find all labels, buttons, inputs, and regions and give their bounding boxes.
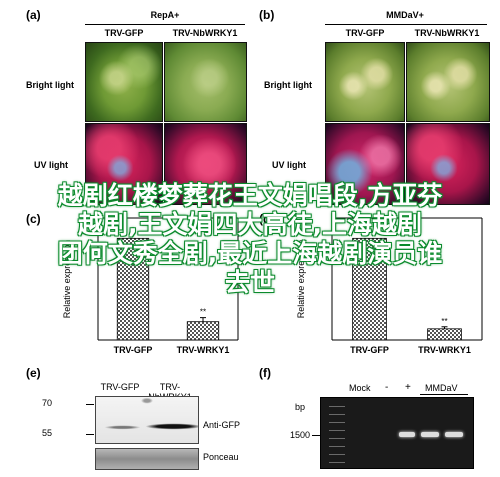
panel-c-label: (c) bbox=[26, 212, 41, 226]
panel-b-bright-gfp-photo bbox=[325, 42, 405, 122]
panel-e-ponceau-blot bbox=[95, 448, 199, 470]
x-tick-label: TRV-GFP bbox=[350, 345, 389, 355]
overlay-line-1: 越剧红楼梦葬花王文娟唱段,方亚芬 bbox=[57, 181, 443, 210]
panel-a-row1: Bright light bbox=[26, 80, 74, 90]
marker-55-tick bbox=[86, 434, 94, 435]
panel-f-gel bbox=[320, 397, 474, 469]
panel-b-uv-wrky-photo bbox=[406, 123, 490, 205]
y-axis-label: Relative expression bbox=[62, 240, 72, 319]
panel-f-marker: 1500 bbox=[290, 430, 311, 440]
panel-c-chart: Relative expression TRV-GFP ** TRV-WRKY1 bbox=[58, 210, 248, 360]
band-lane-5 bbox=[445, 432, 463, 437]
x-tick-label: TRV-WRKY1 bbox=[418, 345, 471, 355]
panel-f-mock: Mock bbox=[349, 383, 371, 393]
bar-trv-wrky1 bbox=[186, 321, 220, 341]
panel-e-row2: Ponceau bbox=[203, 452, 239, 462]
panel-b-title: MMDaV+ bbox=[386, 10, 424, 20]
x-tick-label: TRV-GFP bbox=[114, 345, 153, 355]
panel-e-antigfp-blot bbox=[95, 396, 199, 444]
panel-d-chart: Relative expression TRV-GFP ** TRV-WRKY1 bbox=[292, 210, 492, 360]
marker-70-tick bbox=[86, 404, 94, 405]
ladder-lane bbox=[329, 402, 345, 464]
mmdav-bracket bbox=[420, 394, 468, 395]
panel-b-bright-wrky-photo bbox=[406, 42, 490, 122]
panel-f-mmdav: MMDaV bbox=[425, 383, 458, 393]
panel-f-label: (f) bbox=[259, 366, 271, 380]
significance-label: ** bbox=[441, 317, 447, 326]
band-lane-4 bbox=[421, 432, 439, 437]
panel-a-uv-gfp-photo bbox=[85, 123, 163, 205]
panel-a-uv-wrky-photo bbox=[164, 123, 247, 205]
overlay-line-3: 团何文秀全剧,最近上海越剧演员谁 bbox=[57, 239, 443, 268]
band-lane-3 bbox=[399, 432, 415, 437]
panel-a-row2: UV light bbox=[34, 160, 68, 170]
significance-label: ** bbox=[200, 308, 206, 317]
panel-e-marker-70: 70 bbox=[42, 398, 53, 408]
panel-e-row1: Anti-GFP bbox=[203, 420, 241, 430]
panel-f-minus: - bbox=[385, 382, 389, 393]
panel-a-bright-wrky-photo bbox=[164, 42, 247, 122]
bar-trv-gfp bbox=[116, 237, 150, 341]
bar-trv-wrky1 bbox=[427, 328, 462, 341]
panel-a-col1: TRV-GFP bbox=[104, 28, 144, 38]
marker-1500-tick bbox=[312, 435, 320, 436]
panel-e-label: (e) bbox=[26, 366, 41, 380]
overlay-line-4: 去世 bbox=[224, 268, 275, 297]
panel-e-col1: TRV-GFP bbox=[100, 382, 140, 392]
panel-b-title-line bbox=[325, 24, 487, 25]
x-tick-label: TRV-WRKY1 bbox=[177, 345, 230, 355]
panel-b-label: (b) bbox=[259, 8, 275, 22]
overlay-line-2: 越剧,王文娟四大高徒,上海越剧 bbox=[78, 210, 422, 239]
panel-d-chart-svg: Relative expression TRV-GFP ** TRV-WRKY1 bbox=[296, 217, 483, 355]
panel-c-chart-svg: Relative expression TRV-GFP ** TRV-WRKY1 bbox=[62, 217, 239, 355]
panel-b-uv-gfp-photo bbox=[325, 123, 405, 205]
panel-a-label: (a) bbox=[26, 8, 41, 22]
panel-b-col1: TRV-GFP bbox=[345, 28, 385, 38]
panel-d-label: (d) bbox=[259, 212, 275, 226]
panel-b-row1: Bright light bbox=[264, 80, 312, 90]
panel-a-bright-gfp-photo bbox=[85, 42, 163, 122]
panel-b-col2: TRV-NbWRKY1 bbox=[414, 28, 480, 38]
y-axis-label: Relative expression bbox=[296, 240, 306, 319]
bar-trv-gfp bbox=[352, 237, 387, 341]
panel-f-plus: + bbox=[405, 382, 411, 393]
panel-b-row2: UV light bbox=[272, 160, 306, 170]
panel-a-title: RepA+ bbox=[150, 10, 180, 20]
overlay-caption: 越剧红楼梦葬花王文娟唱段,方亚芬 越剧,王文娟四大高徒,上海越剧 团何文秀全剧,… bbox=[8, 181, 492, 297]
panel-a-title-line bbox=[85, 24, 245, 25]
panel-f-bp: bp bbox=[295, 402, 306, 412]
panel-e-marker-55: 55 bbox=[42, 428, 53, 438]
panel-a-col2: TRV-NbWRKY1 bbox=[172, 28, 238, 38]
